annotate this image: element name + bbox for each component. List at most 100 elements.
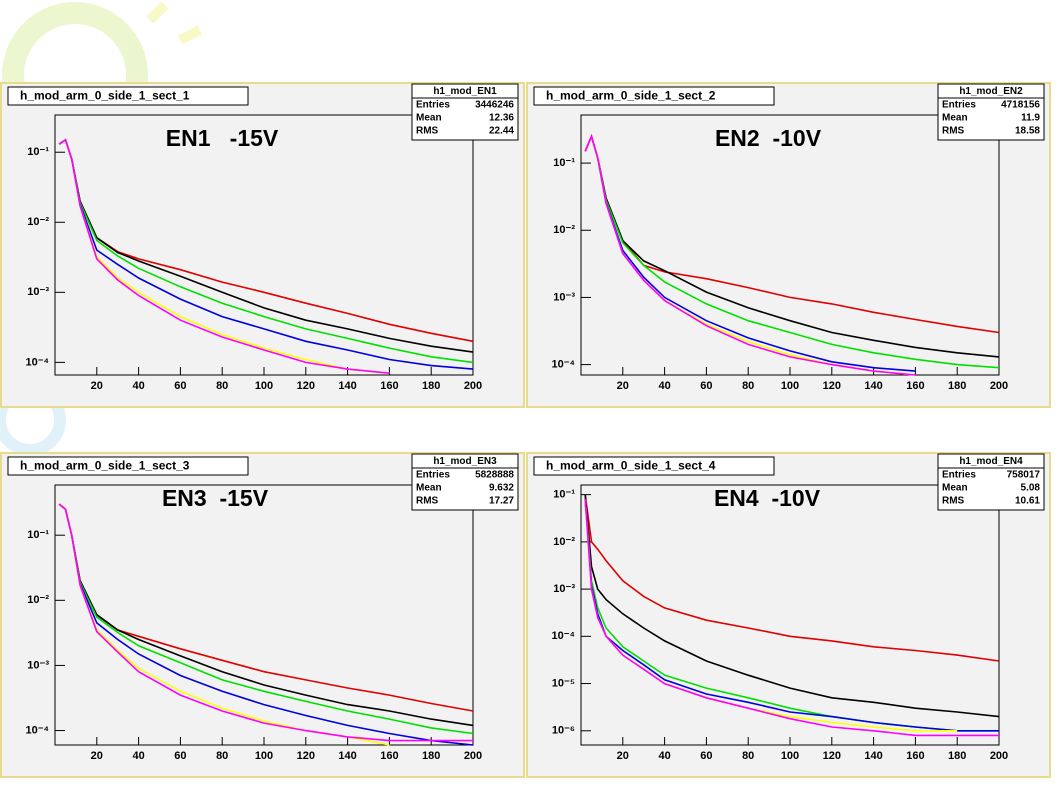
stats-label: Mean <box>416 483 442 494</box>
stats-box <box>411 453 519 511</box>
x-tick-label: 60 <box>174 750 186 762</box>
y-tick-label: 10⁻¹ <box>553 157 575 169</box>
stats-name: h1_mod_EN3 <box>433 456 497 467</box>
x-tick-label: 100 <box>255 750 273 762</box>
y-tick-label: 10⁻² <box>27 216 49 228</box>
x-tick-label: 60 <box>174 380 186 392</box>
stats-name: h1_mod_EN1 <box>433 86 497 97</box>
annotation: EN4 -10V <box>714 485 821 511</box>
x-tick-label: 120 <box>297 380 315 392</box>
histogram-line <box>584 134 916 376</box>
x-tick-label: 200 <box>464 380 482 392</box>
plot-frame <box>54 484 474 746</box>
annotation: EN1 -15V <box>166 125 279 151</box>
hist-title-box <box>533 86 775 106</box>
stats-value: 18.58 <box>1015 126 1040 137</box>
histogram-line <box>584 499 999 737</box>
x-tick-label: 20 <box>617 380 629 392</box>
x-tick-label: 100 <box>255 380 273 392</box>
x-tick-label: 120 <box>297 750 315 762</box>
hist-title: h_mod_arm_0_side_1_sect_1 <box>20 89 190 103</box>
stats-box <box>937 453 1045 511</box>
y-tick-label: 10⁻² <box>553 224 575 236</box>
y-tick-label: 10⁻⁶ <box>552 725 575 737</box>
y-tick-label: 10⁻⁴ <box>552 630 575 642</box>
y-tick-label: 10⁻¹ <box>27 529 49 541</box>
stats-name: h1_mod_EN2 <box>959 86 1023 97</box>
stats-label: Entries <box>416 100 450 111</box>
x-tick-label: 120 <box>823 380 841 392</box>
stats-label: RMS <box>416 126 439 137</box>
stats-value: 17.27 <box>489 496 514 507</box>
x-tick-label: 120 <box>823 750 841 762</box>
stats-value: 5828888 <box>475 470 514 481</box>
stats-value: 758017 <box>1007 470 1041 481</box>
x-tick-label: 180 <box>948 750 966 762</box>
stats-label: Mean <box>942 113 968 124</box>
stats-value: 9.632 <box>489 483 514 494</box>
plot-frame <box>580 114 1000 376</box>
x-tick-label: 140 <box>338 750 356 762</box>
x-tick-label: 160 <box>380 750 398 762</box>
x-tick-label: 160 <box>380 380 398 392</box>
stats-label: Entries <box>942 470 976 481</box>
hist-title-box <box>7 456 249 476</box>
y-tick-label: 10⁻² <box>553 536 575 548</box>
y-tick-label: 10⁻¹ <box>27 146 49 158</box>
annotation: EN3 -15V <box>162 485 269 511</box>
y-tick-label: 10⁻⁴ <box>552 359 575 371</box>
stats-label: Mean <box>942 483 968 494</box>
stats-value: 10.61 <box>1015 496 1040 507</box>
stats-name: h1_mod_EN4 <box>959 456 1023 467</box>
x-tick-label: 180 <box>948 380 966 392</box>
y-tick-label: 10⁻⁴ <box>26 356 49 368</box>
x-tick-label: 140 <box>338 380 356 392</box>
x-tick-label: 20 <box>617 750 629 762</box>
x-tick-label: 40 <box>132 380 144 392</box>
y-tick-label: 10⁻¹ <box>553 489 575 501</box>
x-tick-label: 100 <box>781 750 799 762</box>
y-tick-label: 10⁻³ <box>27 286 49 298</box>
annotation: EN2 -10V <box>715 125 822 151</box>
x-tick-label: 200 <box>464 750 482 762</box>
x-tick-label: 60 <box>700 380 712 392</box>
y-tick-label: 10⁻³ <box>553 291 575 303</box>
x-tick-label: 80 <box>742 750 754 762</box>
stats-label: RMS <box>942 496 965 507</box>
x-tick-label: 180 <box>422 380 440 392</box>
x-tick-label: 40 <box>658 750 670 762</box>
stats-value: 22.44 <box>489 126 514 137</box>
x-tick-label: 200 <box>990 750 1008 762</box>
hist-title-box <box>533 456 775 476</box>
stats-box <box>937 83 1045 141</box>
stats-box <box>411 83 519 141</box>
x-tick-label: 20 <box>91 750 103 762</box>
x-tick-label: 160 <box>906 380 924 392</box>
x-tick-label: 140 <box>864 380 882 392</box>
histogram-line <box>584 494 1000 718</box>
stats-label: Mean <box>416 113 442 124</box>
stats-value: 11.9 <box>1021 113 1040 124</box>
stats-value: 5.08 <box>1021 483 1041 494</box>
histogram-line <box>58 503 473 742</box>
stats-label: RMS <box>942 126 965 137</box>
stats-label: Entries <box>942 100 976 111</box>
y-tick-label: 10⁻² <box>27 594 49 606</box>
hist-title: h_mod_arm_0_side_1_sect_4 <box>546 459 716 473</box>
x-tick-label: 20 <box>91 380 103 392</box>
y-tick-label: 10⁻³ <box>553 583 575 595</box>
stats-value: 4718156 <box>1001 100 1040 111</box>
x-tick-label: 40 <box>132 750 144 762</box>
x-tick-label: 140 <box>864 750 882 762</box>
x-tick-label: 60 <box>700 750 712 762</box>
x-tick-label: 80 <box>216 750 228 762</box>
histogram-line <box>58 138 390 374</box>
stats-value: 3446246 <box>475 100 514 111</box>
y-tick-label: 10⁻³ <box>27 659 49 671</box>
x-tick-label: 80 <box>742 380 754 392</box>
stats-value: 12.36 <box>489 113 514 124</box>
hist-title: h_mod_arm_0_side_1_sect_2 <box>546 89 716 103</box>
histogram-line <box>584 494 1000 662</box>
histogram-line <box>584 499 999 732</box>
